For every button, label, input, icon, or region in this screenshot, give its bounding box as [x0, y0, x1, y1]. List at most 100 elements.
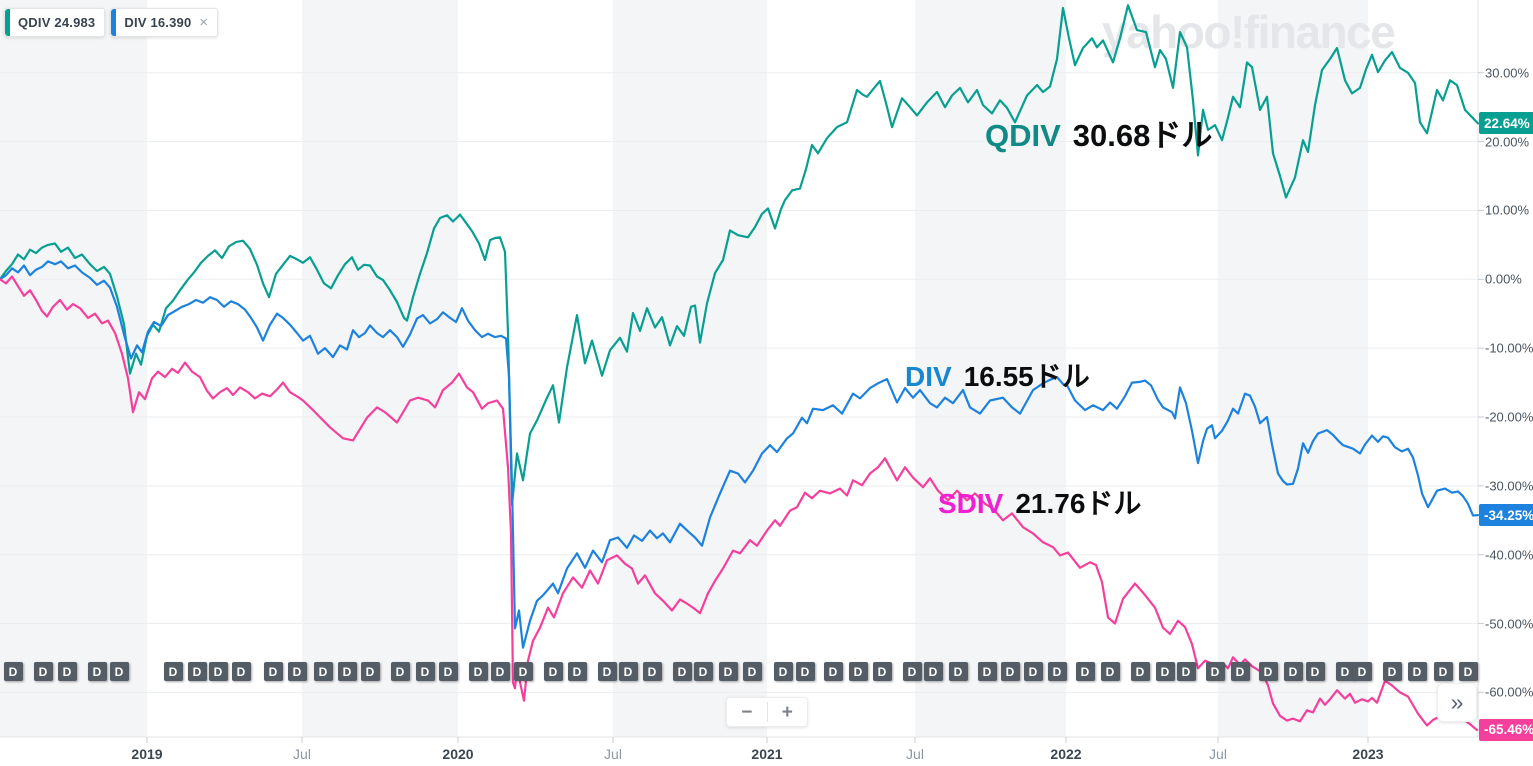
- x-axis-label: 2023: [1352, 746, 1384, 762]
- x-axis-label: Jul: [1209, 746, 1227, 762]
- y-axis-label: 20.00%: [1485, 134, 1530, 150]
- dividend-marker[interactable]: D: [87, 662, 107, 681]
- zoom-control: − +: [726, 697, 808, 727]
- dividend-marker[interactable]: D: [742, 662, 762, 681]
- dividend-marker[interactable]: D: [231, 662, 251, 681]
- dividend-marker[interactable]: D: [287, 662, 307, 681]
- dividend-marker[interactable]: D: [109, 662, 129, 681]
- last-price-badge: -65.46%: [1479, 718, 1533, 741]
- dividend-marker[interactable]: D: [415, 662, 435, 681]
- annotation-div-symbol: DIV: [905, 361, 952, 392]
- dividend-marker[interactable]: D: [773, 662, 793, 681]
- close-icon[interactable]: ×: [199, 14, 209, 31]
- dividend-marker[interactable]: D: [163, 662, 183, 681]
- dividend-marker[interactable]: D: [672, 662, 692, 681]
- dividend-marker[interactable]: D: [642, 662, 662, 681]
- dividend-marker[interactable]: D: [1176, 662, 1196, 681]
- double-chevron-right-icon: »: [1450, 689, 1464, 715]
- y-axis-label: -50.00%: [1485, 616, 1533, 632]
- dividend-marker[interactable]: D: [1335, 662, 1355, 681]
- dividend-marker[interactable]: D: [360, 662, 380, 681]
- y-axis-label: -30.00%: [1485, 478, 1533, 494]
- dividend-marker[interactable]: D: [618, 662, 638, 681]
- dividend-marker[interactable]: D: [872, 662, 892, 681]
- dividend-marker[interactable]: D: [187, 662, 207, 681]
- dividend-marker[interactable]: D: [1100, 662, 1120, 681]
- y-axis-label: -40.00%: [1485, 547, 1533, 563]
- dividend-marker[interactable]: D: [1407, 662, 1427, 681]
- dividend-marker[interactable]: D: [1283, 662, 1303, 681]
- dividend-marker[interactable]: D: [693, 662, 713, 681]
- dividend-marker[interactable]: D: [490, 662, 510, 681]
- y-axis-label: -20.00%: [1485, 409, 1533, 425]
- annotation-div: DIV 16.55ドル: [905, 355, 1090, 395]
- dividend-marker[interactable]: D: [1230, 662, 1250, 681]
- dividend-marker[interactable]: D: [902, 662, 922, 681]
- background-band: [915, 0, 1066, 737]
- dividend-marker[interactable]: D: [1352, 662, 1372, 681]
- y-axis-label: 10.00%: [1485, 202, 1530, 218]
- dividend-marker[interactable]: D: [57, 662, 77, 681]
- legend-badge-div[interactable]: DIV 16.390 ×: [110, 8, 219, 37]
- legend-badge-qdiv[interactable]: QDIV 24.983: [4, 8, 106, 37]
- dividend-marker[interactable]: D: [208, 662, 228, 681]
- dividend-marker[interactable]: D: [923, 662, 943, 681]
- series-line-sdiv: [0, 275, 1479, 732]
- last-price-badge: 22.64%: [1479, 112, 1533, 135]
- dividend-marker[interactable]: D: [1305, 662, 1325, 681]
- dividend-marker[interactable]: D: [1023, 662, 1043, 681]
- dividend-marker[interactable]: D: [390, 662, 410, 681]
- annotation-sdiv-price: 21.76ドル: [1015, 488, 1142, 519]
- dividend-marker[interactable]: D: [1130, 662, 1150, 681]
- dividend-marker[interactable]: D: [3, 662, 23, 681]
- zoom-in-button[interactable]: +: [781, 701, 793, 723]
- background-band: [302, 0, 458, 737]
- annotation-sdiv: SDIV 21.76ドル: [938, 482, 1141, 522]
- annotation-div-price: 16.55ドル: [963, 361, 1090, 392]
- x-axis-label: 2020: [442, 746, 474, 762]
- dividend-marker[interactable]: D: [948, 662, 968, 681]
- dividend-marker[interactable]: D: [977, 662, 997, 681]
- dividend-marker[interactable]: D: [848, 662, 868, 681]
- dividend-marker[interactable]: D: [468, 662, 488, 681]
- dividend-marker[interactable]: D: [543, 662, 563, 681]
- y-axis-label: 0.00%: [1485, 271, 1522, 287]
- dividend-marker[interactable]: D: [718, 662, 738, 681]
- annotation-qdiv-symbol: QDIV: [985, 118, 1061, 153]
- dividend-marker[interactable]: D: [1258, 662, 1278, 681]
- x-axis-label: 2021: [751, 746, 783, 762]
- dividend-marker[interactable]: D: [438, 662, 458, 681]
- dividend-marker[interactable]: D: [795, 662, 815, 681]
- dividend-marker[interactable]: D: [1155, 662, 1175, 681]
- background-band: [613, 0, 767, 737]
- dividend-marker[interactable]: D: [1000, 662, 1020, 681]
- zoom-out-button[interactable]: −: [741, 701, 753, 723]
- annotation-sdiv-symbol: SDIV: [938, 488, 1004, 519]
- dividend-marker[interactable]: D: [513, 662, 533, 681]
- annotation-qdiv-price: 30.68ドル: [1072, 118, 1213, 153]
- y-axis-label: -10.00%: [1485, 340, 1533, 356]
- dividend-marker[interactable]: D: [597, 662, 617, 681]
- dividend-marker[interactable]: D: [263, 662, 283, 681]
- dividend-marker[interactable]: D: [567, 662, 587, 681]
- dividend-marker[interactable]: D: [1458, 662, 1478, 681]
- y-axis-label: 30.00%: [1485, 65, 1530, 81]
- dividend-marker[interactable]: D: [1047, 662, 1067, 681]
- dividend-marker[interactable]: D: [337, 662, 357, 681]
- x-axis-label: Jul: [293, 746, 311, 762]
- annotation-qdiv: QDIV 30.68ドル: [985, 110, 1212, 155]
- zoom-control-divider: [766, 702, 768, 722]
- background-band: [0, 0, 147, 737]
- x-axis-label: 2019: [131, 746, 163, 762]
- dividend-marker[interactable]: D: [1075, 662, 1095, 681]
- scroll-right-button[interactable]: »: [1437, 683, 1477, 722]
- legend-color-bar: [5, 9, 10, 36]
- dividend-marker[interactable]: D: [1205, 662, 1225, 681]
- dividend-marker[interactable]: D: [33, 662, 53, 681]
- dividend-marker[interactable]: D: [1382, 662, 1402, 681]
- dividend-marker[interactable]: D: [313, 662, 333, 681]
- dividend-marker[interactable]: D: [1433, 662, 1453, 681]
- dividend-marker[interactable]: D: [823, 662, 843, 681]
